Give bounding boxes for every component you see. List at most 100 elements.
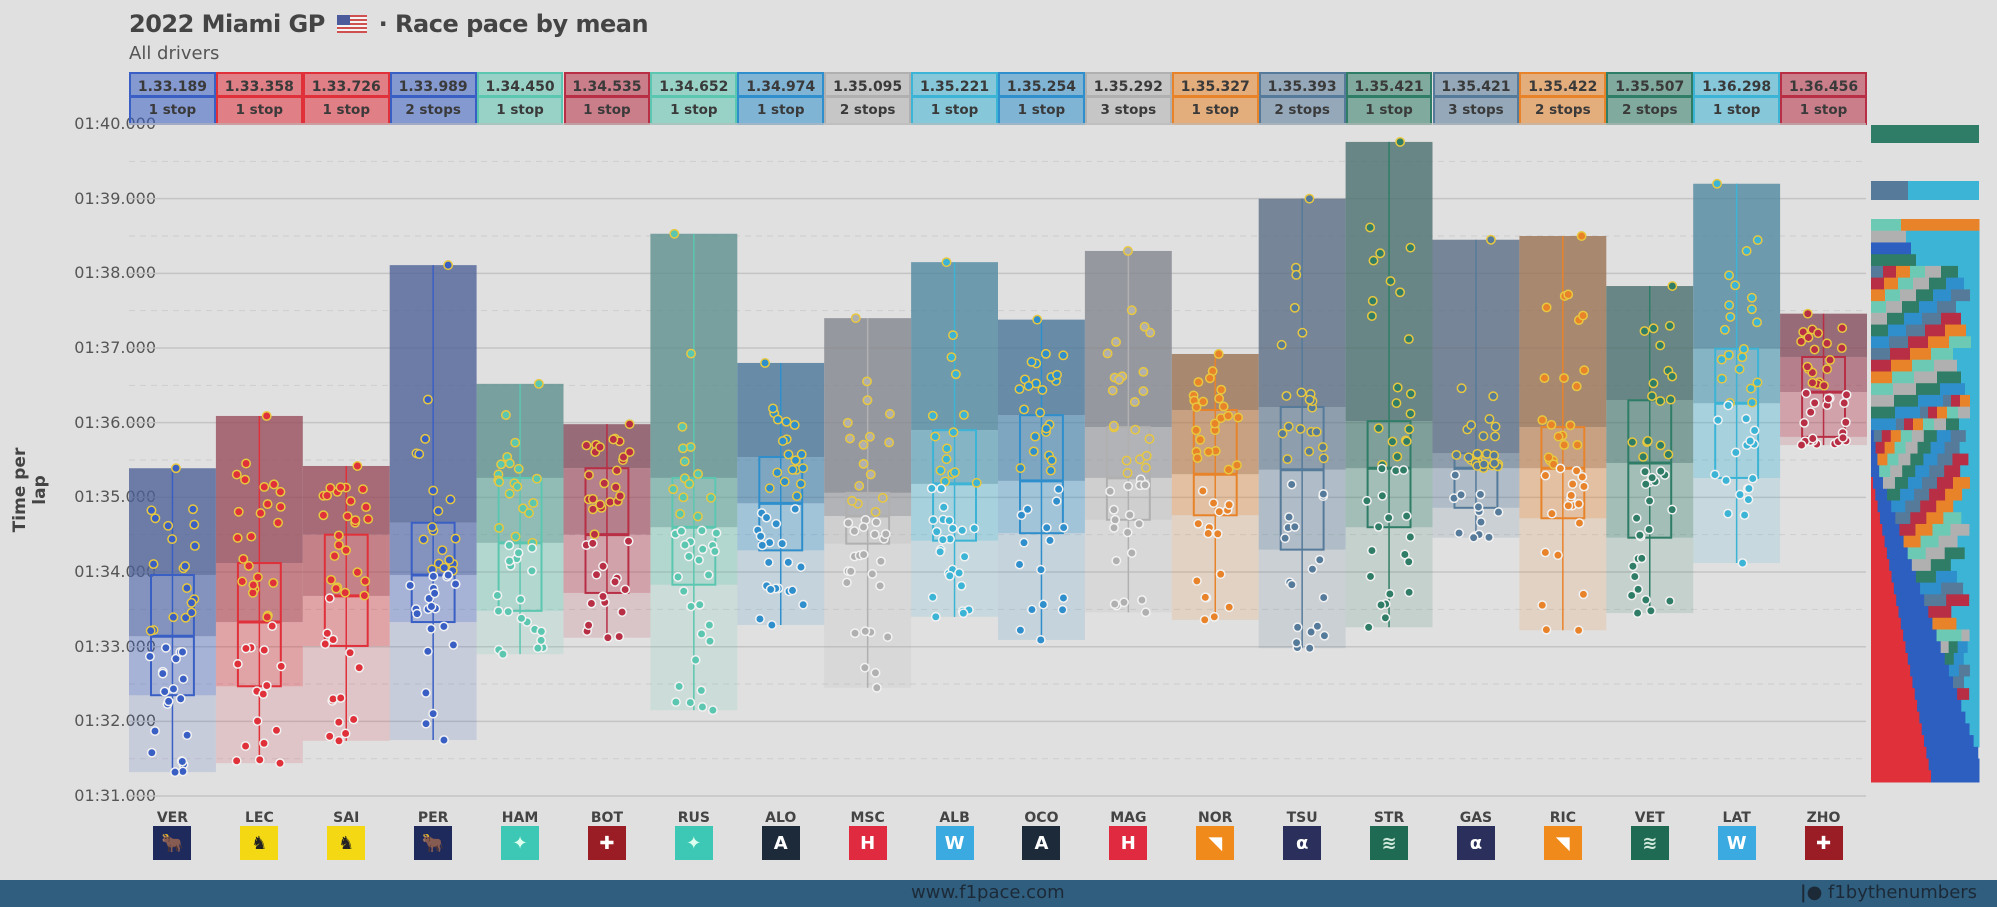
lap-point: [581, 440, 592, 451]
lap-point: [1212, 528, 1223, 539]
lap-point: [1712, 415, 1723, 426]
lap-point: [341, 545, 352, 556]
iqr-box: [845, 491, 891, 545]
position-strip-cell: [1936, 477, 1954, 490]
position-strip-row: [1871, 125, 1979, 143]
position-strip-cell: [1960, 394, 1971, 408]
lap-point: [177, 756, 188, 767]
driver-code-label: MSC: [850, 810, 885, 826]
footer-url-link[interactable]: www.f1pace.com: [911, 882, 1065, 903]
lap-point: [232, 532, 243, 543]
lap-point: [1454, 528, 1465, 538]
lap-point: [1640, 594, 1651, 605]
driver-code-label: SAI: [333, 810, 360, 826]
lap-point: [944, 515, 955, 526]
position-strip-cell: [1872, 477, 1884, 490]
position-strip-cell: [1926, 746, 1979, 760]
position-strip-cell: [1871, 254, 1917, 267]
lap-point: [941, 454, 952, 465]
lap-point: [1712, 178, 1723, 189]
lap-point: [1648, 378, 1659, 389]
lap-point: [696, 525, 707, 536]
position-strip-cell: [1937, 301, 1957, 314]
position-strip-cell: [1900, 617, 1933, 631]
pit-stops-cell: 1 stop: [1780, 98, 1867, 125]
lap-point: [1468, 532, 1479, 543]
lap-point: [1739, 510, 1750, 521]
position-strip-cell: [1913, 418, 1924, 431]
lap-point: [1655, 396, 1666, 406]
lap-point: [1231, 460, 1242, 471]
position-strip-cell: [1969, 523, 1980, 537]
driver-code-label: PER: [417, 810, 449, 826]
position-strip-cell: [1959, 441, 1980, 455]
lap-point: [438, 621, 449, 632]
williams-logo-icon: W: [935, 826, 974, 860]
lap-point: [1045, 535, 1055, 546]
driver-code-label: TSU: [1286, 810, 1318, 826]
lap-point: [325, 482, 336, 493]
lap-point: [696, 629, 707, 639]
lap-point: [1140, 479, 1151, 490]
lap-point: [241, 458, 252, 469]
lap-point: [1451, 449, 1462, 460]
lap-point: [163, 696, 174, 707]
position-strip-cell: [1920, 535, 1940, 548]
lap-point: [1214, 393, 1225, 404]
lap-point: [1723, 349, 1734, 360]
lap-point: [772, 414, 783, 425]
lap-point: [1035, 635, 1046, 645]
lap-point: [1200, 592, 1211, 603]
lap-point: [1123, 481, 1134, 492]
lap-point: [1723, 400, 1734, 411]
red-bull-logo-icon: 🐂: [153, 826, 192, 860]
lap-point: [1546, 419, 1557, 430]
lap-point: [1191, 425, 1202, 436]
lap-point: [703, 569, 714, 580]
iqr-box: [584, 467, 630, 594]
lap-point: [678, 443, 688, 454]
lap-point: [949, 467, 960, 478]
lap-point: [1102, 348, 1113, 359]
lap-point: [329, 551, 340, 561]
lap-point: [1724, 270, 1735, 281]
lap-point: [958, 608, 969, 619]
position-strip-cell: [1920, 406, 1929, 419]
lap-point: [1041, 423, 1052, 434]
lap-point: [617, 607, 628, 618]
lap-point: [1108, 420, 1119, 431]
position-strip-cell: [1901, 219, 1980, 232]
lap-point: [335, 693, 346, 703]
lap-point: [1124, 510, 1135, 520]
lap-point: [233, 506, 244, 517]
position-strip-cell: [1914, 688, 1958, 701]
position-strip-cell: [1931, 770, 1980, 783]
lap-point: [1036, 564, 1046, 575]
lap-point: [1121, 455, 1132, 466]
lap-point: [686, 348, 696, 359]
lap-point: [246, 531, 257, 542]
position-strip-cell: [1973, 735, 1980, 748]
lap-point: [858, 522, 869, 532]
lap-point: [1129, 397, 1140, 407]
position-strip-cell: [1932, 523, 1951, 537]
position-strip-cell: [1907, 547, 1927, 560]
lap-point: [510, 531, 521, 542]
position-strip-cell: [1884, 535, 1905, 548]
lap-point: [1203, 446, 1214, 457]
lap-point: [1191, 575, 1202, 586]
lap-point: [512, 481, 523, 492]
lap-point: [877, 492, 888, 503]
mean-lap-time-cell: 1.35.221: [911, 72, 998, 98]
lap-point: [1405, 242, 1416, 253]
lap-point: [1664, 596, 1675, 606]
position-strip-cell: [1937, 371, 1962, 384]
position-strip-cell: [1904, 312, 1923, 326]
lap-point: [684, 478, 695, 489]
lap-point: [1484, 532, 1494, 543]
lap-point: [1224, 602, 1235, 613]
position-strip-cell: [1941, 582, 1964, 595]
position-strip-cell: [1889, 336, 1909, 349]
position-strip-cell: [1882, 523, 1900, 537]
ferrari-logo-icon: ♞: [240, 826, 279, 860]
